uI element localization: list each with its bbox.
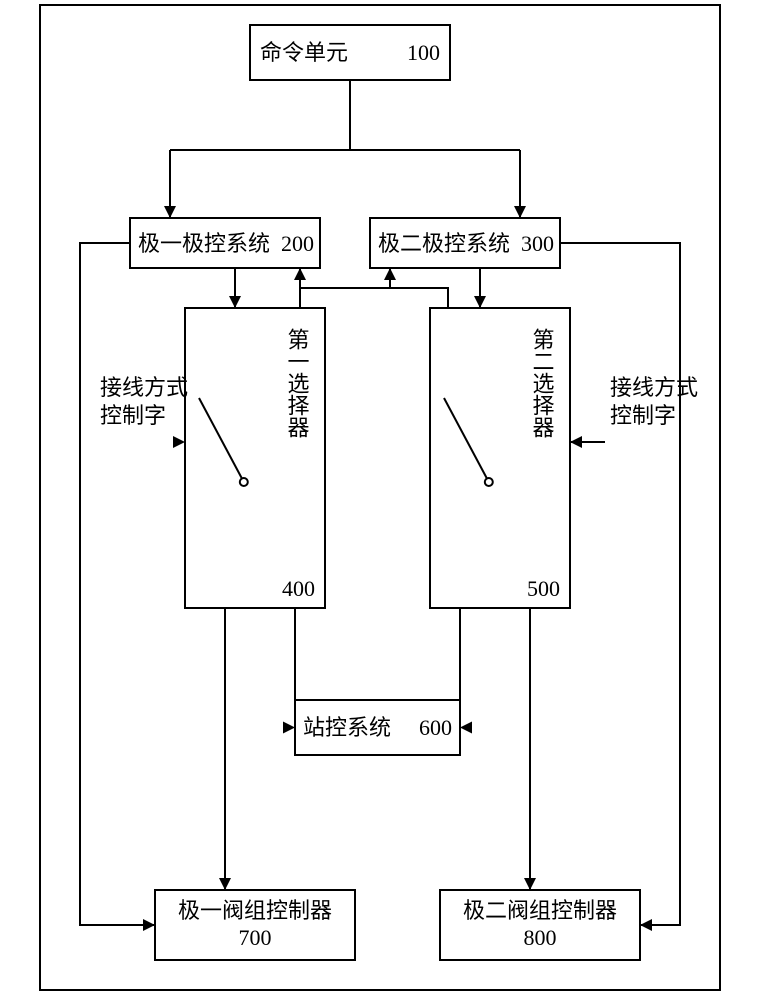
sel1-label: 第一选择器 [285,328,310,438]
right-line2: 控制字 [610,403,676,428]
station-num: 600 [419,715,452,740]
station-label: 站控系统 [303,715,391,740]
pole1-ctrl-label: 极一极控系统 [138,231,270,256]
command-unit-label: 命令单元 [260,40,348,65]
sel2-label: 第二选择器 [530,328,555,438]
p2valve-num: 800 [524,925,557,950]
pole1-ctrl-num: 200 [281,231,314,256]
pole2-ctrl-label: 极二极控系统 [378,231,510,256]
sel1-switch-pivot [240,478,248,486]
p2valve-label: 极二阀组控制器 [463,898,617,923]
p1valve-label: 极一阀组控制器 [178,898,332,923]
sel2-switch-pivot [485,478,493,486]
right-line1: 接线方式 [610,375,698,400]
pole2-ctrl-num: 300 [521,231,554,256]
outer-frame [40,5,720,990]
left-line1: 接线方式 [100,375,188,400]
p1valve-num: 700 [239,925,272,950]
left-line2: 控制字 [100,403,166,428]
sel2-num: 500 [527,576,560,601]
command-unit-num: 100 [407,40,440,65]
sel1-num: 400 [282,576,315,601]
